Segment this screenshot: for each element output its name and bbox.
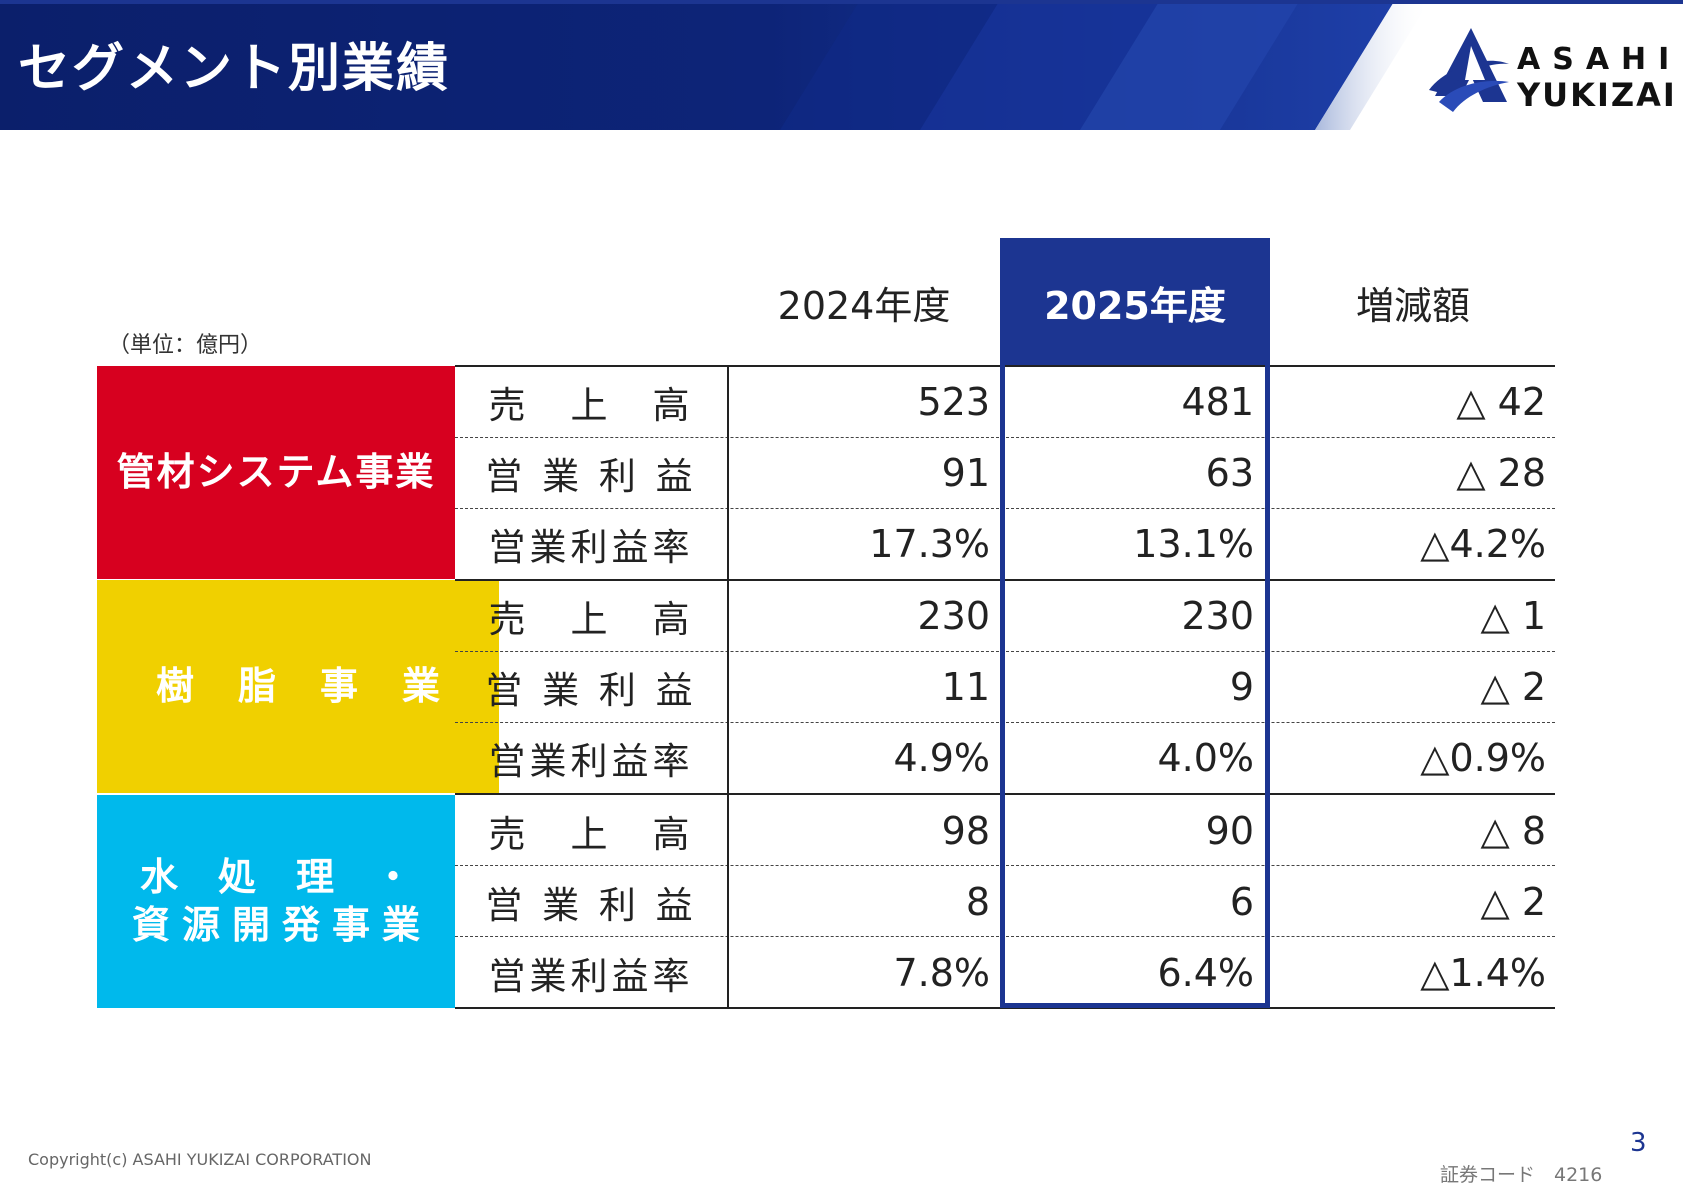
metric-label: 売 上 高 [488, 383, 694, 427]
value-2025: 63 [1205, 450, 1254, 495]
metric-label: 売 上 高 [488, 597, 694, 641]
value-2024: 17.3% [869, 521, 990, 566]
metric-label: 営 業 利 益 [485, 668, 697, 712]
segment-label: 管材システム事業 [116, 449, 436, 494]
unit-note: （単位：億円） [108, 333, 263, 358]
row-divider [455, 936, 1555, 937]
page-title: セグメント別業績 [18, 39, 451, 99]
value-change: △ 28 [1456, 450, 1546, 495]
column-header-2025: 2025年度 [1000, 238, 1270, 366]
metric-label: 営業利益率 [488, 739, 694, 783]
value-change: △0.9% [1420, 735, 1546, 780]
company-logo: ASAHI YUKIZAI [1425, 24, 1675, 124]
metric-label: 売 上 高 [488, 812, 694, 856]
segment-divider [455, 579, 1555, 581]
banner-background [0, 0, 1683, 130]
segment-label: 樹脂事業 [155, 663, 484, 708]
segment-resin: 樹脂事業 [97, 580, 499, 793]
value-2025: 4.0% [1157, 735, 1254, 780]
table-bottom-border [455, 1007, 1555, 1009]
value-change: △4.2% [1420, 521, 1546, 566]
row-divider [455, 865, 1555, 866]
value-2024: 11 [941, 664, 990, 709]
value-2024: 98 [941, 808, 990, 853]
value-2024: 8 [965, 879, 990, 924]
highlight-2025-frame [1000, 364, 1270, 1008]
table-top-border [455, 365, 1555, 367]
segment-label-line2: 資源開発事業 [131, 902, 432, 947]
value-2024: 230 [917, 593, 990, 638]
column-header-2024: 2024年度 [777, 283, 951, 328]
value-2025: 6 [1229, 879, 1254, 924]
value-2025: 90 [1205, 808, 1254, 853]
copyright-text: Copyright(c) ASAHI YUKIZAI CORPORATION [28, 1150, 372, 1169]
metric-label: 営業利益率 [488, 954, 694, 998]
value-change: △ 8 [1480, 808, 1546, 853]
segment-divider [455, 793, 1555, 795]
metric-label: 営 業 利 益 [485, 454, 697, 498]
value-change: △ 1 [1480, 593, 1546, 638]
column-divider [727, 365, 729, 1008]
header-banner: セグメント別業績 ASAHI YUKIZAI [0, 0, 1683, 130]
logo-text-yukizai: YUKIZAI [1517, 76, 1677, 114]
row-divider [455, 437, 1555, 438]
value-change: △ 2 [1480, 879, 1546, 924]
value-2024: 7.8% [893, 950, 990, 995]
segment-label-line1: 水処理・ [139, 855, 452, 899]
logo-text-asahi: ASAHI [1517, 42, 1682, 77]
metric-label: 営業利益率 [488, 525, 694, 569]
value-2024: 91 [941, 450, 990, 495]
value-change: △ 2 [1480, 664, 1546, 709]
value-2024: 4.9% [893, 735, 990, 780]
value-change: △1.4% [1420, 950, 1546, 995]
value-2025: 9 [1229, 664, 1254, 709]
value-2025: 6.4% [1157, 950, 1254, 995]
row-divider [455, 722, 1555, 723]
asahi-logo-icon [1429, 28, 1509, 112]
row-divider [455, 508, 1555, 509]
segment-piping-systems: 管材システム事業 [97, 366, 455, 579]
security-code: 証券コード 4216 [1440, 1164, 1603, 1186]
metric-label: 営 業 利 益 [485, 883, 697, 927]
segment-water-resources: 水処理・ 資源開発事業 [97, 795, 455, 1008]
value-2025: 230 [1181, 593, 1254, 638]
page-number: 3 [1630, 1128, 1647, 1158]
row-divider [455, 651, 1555, 652]
column-header-change: 増減額 [1355, 283, 1470, 328]
value-2025: 481 [1181, 379, 1254, 424]
value-2025: 13.1% [1133, 521, 1254, 566]
value-change: △ 42 [1456, 379, 1546, 424]
value-2024: 523 [917, 379, 990, 424]
